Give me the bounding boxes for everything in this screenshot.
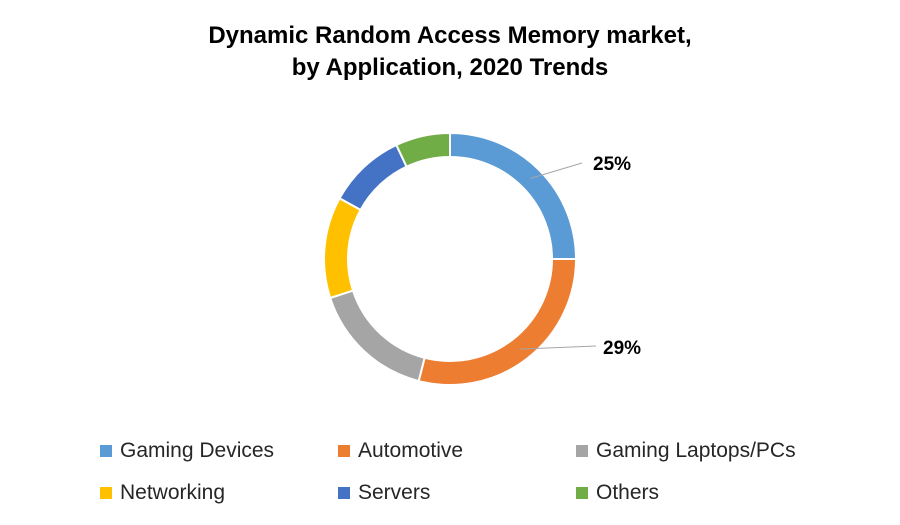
legend-item-others: Others xyxy=(576,478,659,508)
donut-slice-gaming-laptops-pcs xyxy=(328,289,426,383)
legend-swatch-others xyxy=(576,487,588,499)
legend-label-servers: Servers xyxy=(358,481,431,504)
donut-slice-gaming-devices xyxy=(449,131,578,260)
legend-swatch-gaming-laptops-pcs xyxy=(576,445,588,457)
donut-slice-servers xyxy=(338,143,408,212)
chart-title: Dynamic Random Access Memory market, by … xyxy=(0,20,900,84)
legend: Gaming Devices Automotive Gaming Laptops/P… xyxy=(100,436,860,516)
legend-item-automotive: Automotive xyxy=(338,436,463,466)
legend-label-networking: Networking xyxy=(120,481,226,504)
legend-swatch-gaming-devices xyxy=(100,445,112,457)
legend-item-gaming-devices: Gaming Devices xyxy=(100,436,274,466)
legend-item-gaming-laptops-pcs: Gaming Laptops/PCs xyxy=(576,436,796,466)
legend-swatch-servers xyxy=(338,487,350,499)
legend-label-others: Others xyxy=(596,481,660,504)
legend-swatch-networking xyxy=(100,487,112,499)
legend-swatch-automotive xyxy=(338,445,350,457)
legend-label-gaming-devices: Gaming Devices xyxy=(120,439,275,462)
chart-title-line1: Dynamic Random Access Memory market, xyxy=(208,22,692,49)
donut-slice-networking xyxy=(323,196,362,300)
chart-title-line2: by Application, 2020 Trends xyxy=(291,54,609,81)
leader-line-automotive xyxy=(519,345,597,350)
donut-slice-automotive xyxy=(417,258,578,386)
data-label-automotive: 29% xyxy=(603,338,641,359)
legend-item-servers: Servers xyxy=(338,478,430,508)
data-label-gaming-devices: 25% xyxy=(593,154,631,175)
legend-label-gaming-laptops-pcs: Gaming Laptops/PCs xyxy=(596,439,796,462)
leader-line-gaming-devices xyxy=(530,162,583,179)
legend-item-networking: Networking xyxy=(100,478,225,508)
donut-slice-others xyxy=(395,131,451,169)
legend-label-automotive: Automotive xyxy=(358,439,464,462)
